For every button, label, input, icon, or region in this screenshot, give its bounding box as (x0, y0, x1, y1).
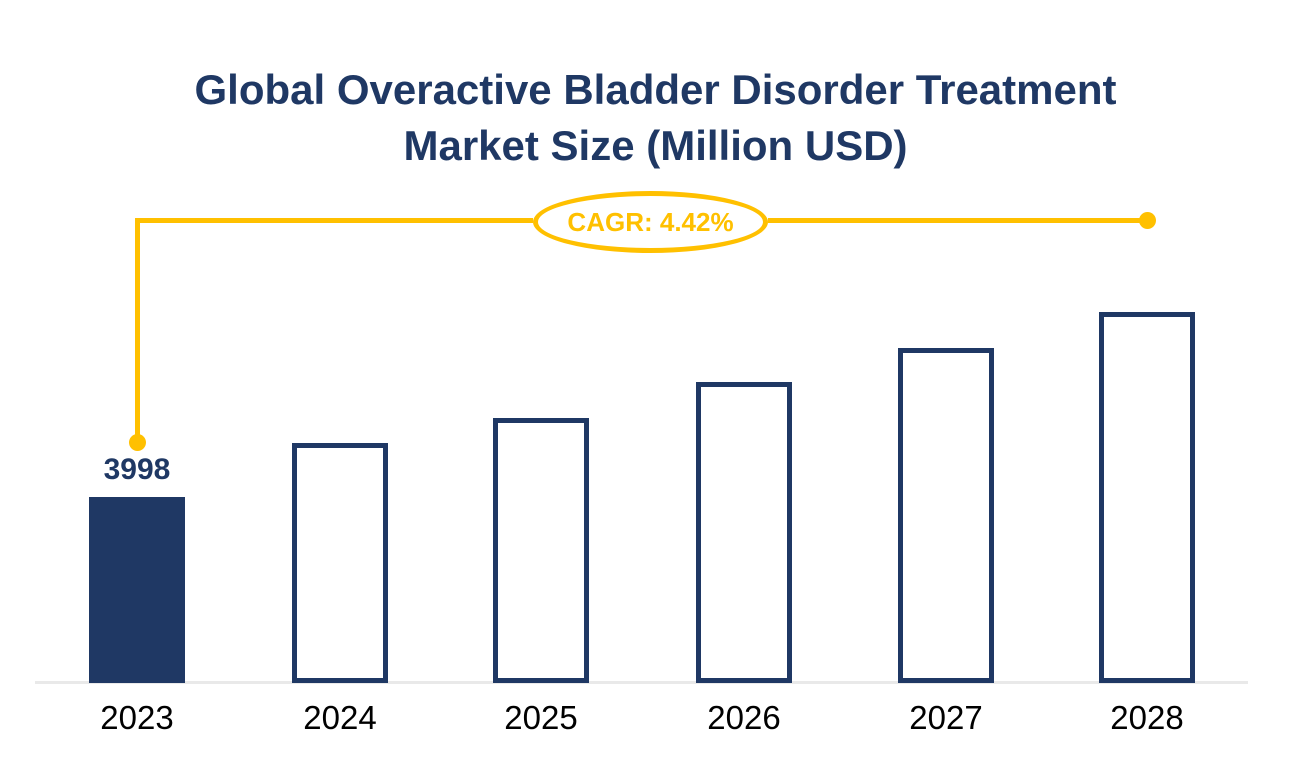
x-axis-label-2026: 2026 (707, 699, 781, 736)
cagr-connector-start-dot (129, 434, 146, 451)
chart-title: Global Overactive Bladder Disorder Treat… (0, 62, 1311, 174)
bar-2023 (89, 497, 185, 683)
cagr-label: CAGR: 4.42% (567, 206, 734, 237)
x-axis-label-2025: 2025 (504, 699, 578, 736)
cagr-badge: CAGR: 4.42% (533, 191, 768, 253)
bar-2027 (898, 348, 994, 683)
bar-value-label-2023: 3998 (103, 453, 171, 486)
chart-title-line2: Market Size (Million USD) (403, 122, 908, 169)
bar-2026 (696, 382, 792, 683)
cagr-connector-right-segment (768, 218, 1147, 223)
chart-title-line1: Global Overactive Bladder Disorder Treat… (194, 66, 1117, 113)
x-axis-label-2028: 2028 (1110, 699, 1184, 736)
bar-2024 (292, 443, 388, 683)
cagr-connector-end-dot (1139, 212, 1156, 229)
x-axis-label-2024: 2024 (303, 699, 377, 736)
bar-2028 (1099, 312, 1195, 683)
bar-2025 (493, 418, 589, 683)
cagr-connector-vertical-segment (135, 218, 140, 438)
x-axis-line (35, 681, 1248, 684)
x-axis-label-2027: 2027 (909, 699, 983, 736)
x-axis-label-2023: 2023 (100, 699, 174, 736)
cagr-connector-left-segment (137, 218, 533, 223)
